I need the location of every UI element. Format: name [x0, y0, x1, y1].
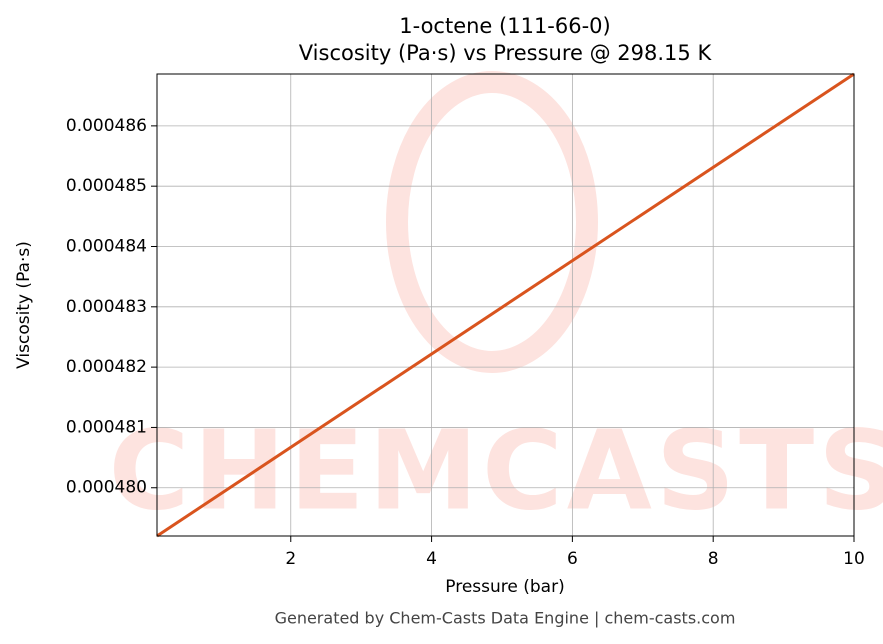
y-tick-label: 0.000481 — [66, 417, 147, 437]
y-tick-label: 0.000484 — [66, 236, 147, 256]
chart-title: 1-octene (111-66-0) — [399, 14, 611, 38]
x-axis-label: Pressure (bar) — [445, 577, 564, 597]
x-tick-label: 6 — [567, 549, 578, 569]
footer: Generated by Chem-Casts Data Engine | ch… — [275, 609, 736, 628]
watermark: CHEMCASTS — [109, 406, 883, 534]
watermark-logo — [386, 71, 598, 373]
line — [156, 72, 855, 538]
y-axis-label: Viscosity (Pa·s) — [14, 241, 34, 369]
x-tick-label: 8 — [708, 549, 719, 569]
plot-frame — [156, 73, 855, 537]
y-tick-label: 0.000485 — [66, 176, 147, 196]
y-tick-label: 0.000480 — [66, 478, 147, 498]
chart-subtitle: Viscosity (Pa·s) vs Pressure @ 298.15 K — [299, 41, 713, 65]
y-tick-label: 0.000486 — [66, 116, 147, 136]
x-tick-label: 10 — [843, 549, 865, 569]
x-tick-label: 4 — [426, 549, 437, 569]
y-tick-label: 0.000482 — [66, 357, 147, 377]
y-tick-label: 0.000483 — [66, 297, 147, 317]
x-tick-label: 2 — [285, 549, 296, 569]
